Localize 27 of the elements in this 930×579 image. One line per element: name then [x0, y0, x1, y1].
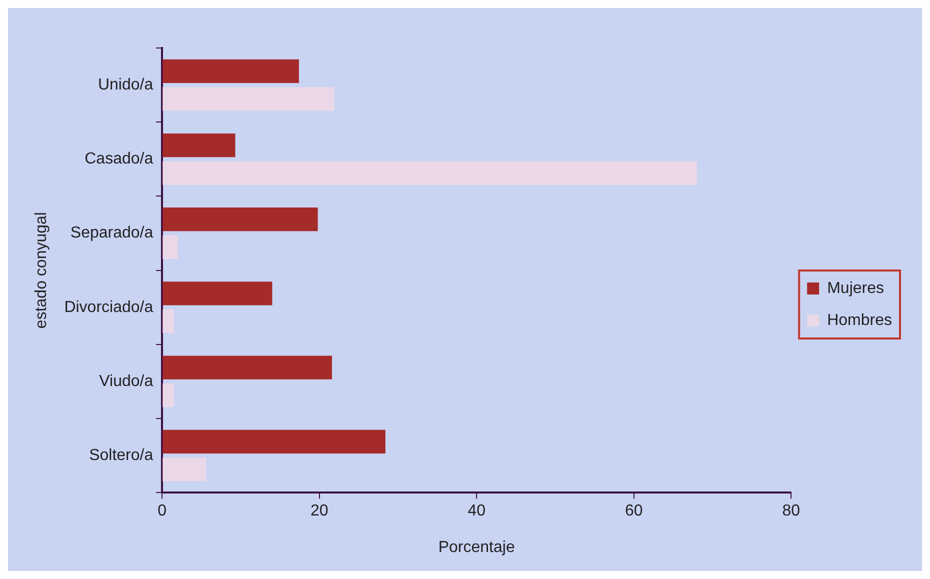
- y-tick-label: Unido/a: [98, 76, 154, 94]
- bar: [162, 133, 236, 158]
- legend-label: Hombres: [827, 312, 892, 329]
- y-tick-label: Soltero/a: [89, 446, 154, 464]
- x-tick-label: 0: [158, 502, 167, 520]
- x-axis-title: Porcentaje: [438, 538, 515, 556]
- x-tick-label: 60: [624, 502, 643, 520]
- legend-label: Mujeres: [827, 280, 884, 297]
- bar: [162, 208, 318, 232]
- x-tick-label: 40: [468, 502, 486, 520]
- bar: [162, 235, 178, 259]
- y-tick-label: Separado/a: [70, 224, 154, 242]
- x-tick-label: 80: [782, 502, 800, 520]
- bar: [162, 87, 334, 111]
- bar: [162, 309, 174, 334]
- bar: [162, 59, 299, 83]
- bar: [162, 282, 272, 306]
- y-tick-label: Casado/a: [84, 150, 154, 168]
- bar: [162, 356, 332, 380]
- bar: [162, 384, 174, 408]
- y-axis-title: estado conyugal: [33, 212, 50, 329]
- bar: [162, 161, 697, 185]
- y-tick-label: Divorciado/a: [64, 298, 154, 316]
- bar: [162, 458, 206, 482]
- bar: [162, 430, 386, 454]
- x-tick-label: 20: [310, 502, 328, 520]
- y-tick-label: Viudo/a: [99, 372, 154, 390]
